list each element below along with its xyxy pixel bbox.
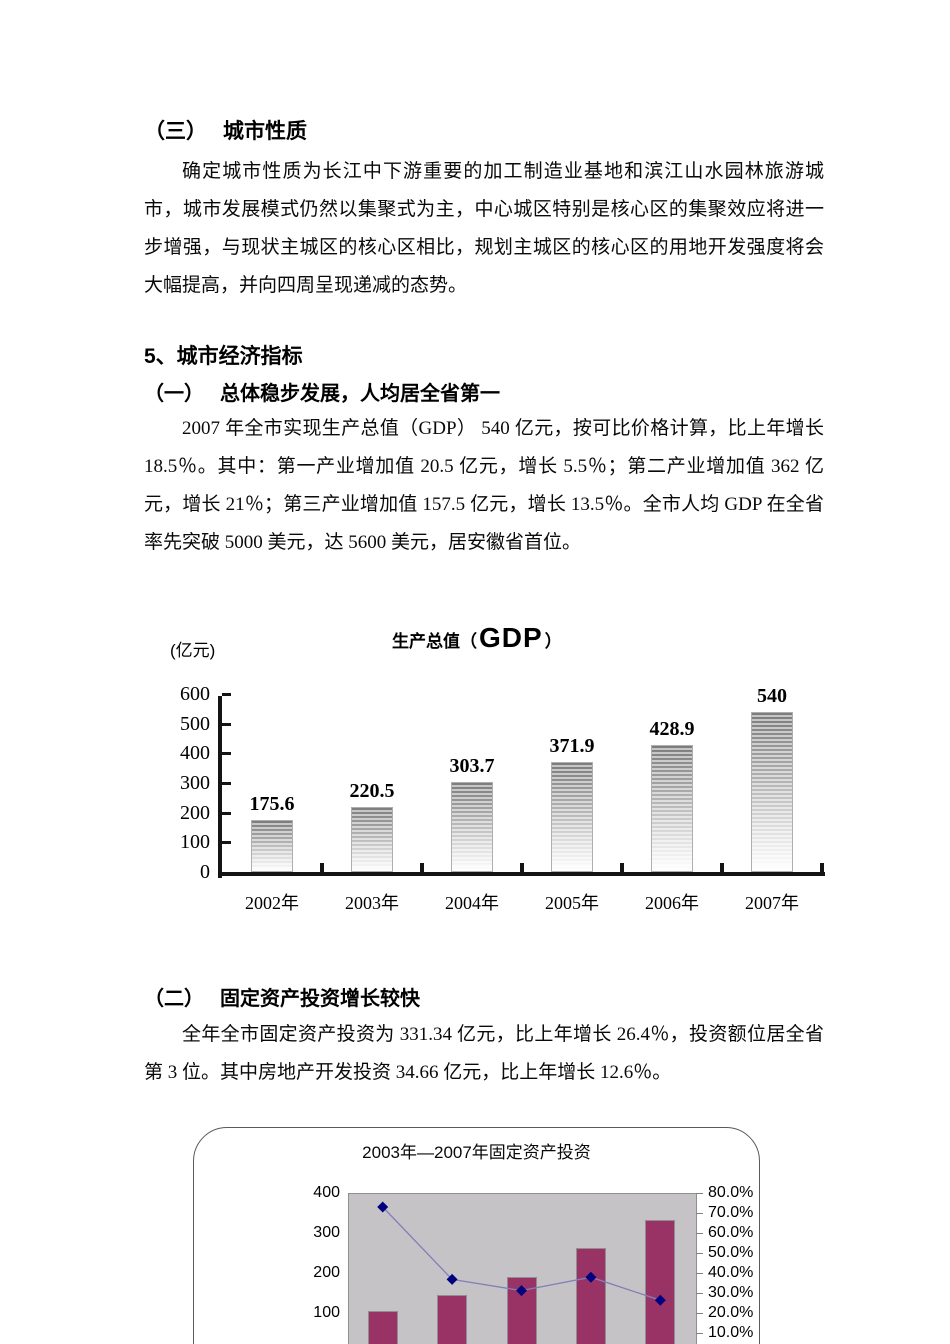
y-axis-tick-label: 0	[200, 861, 210, 883]
x-axis-tick	[620, 863, 624, 872]
chart-title: 生产总值（ GDP）	[392, 622, 562, 654]
chart-title-prefix: 生产总值（	[392, 632, 477, 651]
heading-text: 固定资产投资增长较快	[220, 988, 420, 1010]
gdp-bar	[551, 761, 593, 872]
growth-marker-diamond	[654, 1294, 666, 1306]
x-axis-tick	[720, 863, 724, 872]
right-axis-tick-label: 20.0%	[708, 1304, 754, 1321]
growth-marker-diamond	[377, 1201, 389, 1213]
heading-fixed-investment: （二） 固定资产投资增长较快	[144, 985, 834, 1013]
x-axis-tick	[420, 863, 424, 872]
right-axis-tick-label: 80.0%	[708, 1184, 754, 1201]
x-axis-tick	[820, 863, 824, 872]
right-axis-tick	[696, 1233, 703, 1234]
heading-text: 总体稳步发展，人均居全省第一	[220, 383, 500, 405]
heading-number: （三）	[144, 120, 207, 143]
gdp-bar	[651, 744, 693, 872]
right-axis-tick	[696, 1213, 703, 1214]
heading-text: 城市性质	[223, 120, 307, 143]
gdp-bar	[251, 819, 293, 872]
heading-number: （一）	[144, 383, 204, 405]
x-axis-category-label: 2002年	[245, 893, 299, 913]
y-axis-tick	[222, 841, 231, 845]
investment-bar	[575, 1248, 606, 1344]
bar-value-label: 540	[757, 684, 787, 707]
x-axis-line	[218, 872, 825, 876]
right-axis-tick	[696, 1273, 703, 1274]
right-axis-tick-label: 40.0%	[708, 1264, 754, 1281]
y-axis-tick-label: 300	[180, 772, 210, 794]
y-axis-tick	[222, 811, 231, 815]
bar-value-label: 428.9	[649, 717, 695, 740]
y-axis-unit-label: (亿元)	[170, 641, 216, 660]
y-axis-tick	[222, 722, 231, 726]
y-axis-line	[218, 696, 222, 878]
bar-value-label: 220.5	[349, 779, 395, 802]
investment-bar	[367, 1310, 398, 1344]
heading-city-nature: （三） 城市性质	[144, 118, 834, 146]
y-axis-tick	[222, 693, 231, 696]
investment-chart-box: 2003年—2007年固定资产投资 01002003004000.0%10.0%…	[193, 1127, 760, 1344]
gdp-bar	[351, 806, 393, 872]
left-axis-tick-label: 400	[313, 1184, 340, 1201]
right-axis-tick-label: 30.0%	[708, 1284, 754, 1301]
left-axis-tick-label: 200	[313, 1264, 340, 1281]
bar-value-label: 303.7	[449, 754, 495, 777]
x-axis-tick	[320, 863, 324, 872]
heading-steady-growth: （一） 总体稳步发展，人均居全省第一	[144, 380, 834, 408]
left-axis-tick-label: 100	[313, 1304, 340, 1321]
growth-marker-diamond	[585, 1271, 597, 1283]
right-axis-tick	[696, 1313, 703, 1314]
y-axis-tick-label: 200	[180, 801, 210, 824]
investment-bar	[645, 1220, 676, 1344]
x-axis-category-label: 2005年	[545, 893, 599, 913]
y-axis-tick	[222, 782, 231, 785]
investment-bar	[437, 1295, 468, 1344]
paragraph-fixed-investment: 全年全市固定资产投资为 331.34 亿元，比上年增长 26.4％，投资额位居全…	[144, 1024, 824, 1083]
chart-title-gdp: GDP	[479, 622, 543, 653]
left-axis-tick-label: 300	[313, 1224, 340, 1241]
heading-number: （二）	[144, 988, 204, 1010]
y-axis-tick	[222, 752, 231, 756]
paragraph-gdp: 2007 年全市实现生产总值（GDP） 540 亿元，按可比价格计算，比上年增长…	[144, 418, 824, 553]
right-axis-tick-label: 50.0%	[708, 1244, 754, 1261]
right-axis-tick	[696, 1293, 703, 1294]
bar-value-label: 175.6	[249, 792, 295, 815]
growth-line-layer	[377, 1201, 666, 1306]
heading-economic-indicators: 5、城市经济指标	[144, 345, 303, 368]
right-axis-tick	[696, 1193, 703, 1194]
right-axis-tick	[696, 1333, 703, 1334]
y-axis-tick-label: 600	[180, 683, 210, 705]
chart-title-suffix: ）	[544, 632, 562, 651]
y-axis-tick-label: 400	[180, 742, 210, 765]
right-axis-tick	[696, 1253, 703, 1254]
x-axis-category-label: 2007年	[745, 893, 799, 913]
gdp-bar-chart: (亿元) 生产总值（ GDP） 0 100 200 300 400 500 600 175.6 2…	[168, 600, 868, 930]
right-axis-tick-label: 70.0%	[708, 1204, 754, 1221]
gdp-bar	[451, 781, 493, 872]
growth-marker-diamond	[516, 1285, 527, 1297]
chart-title: 2003年—2007年固定资产投资	[362, 1143, 591, 1162]
x-axis-category-label: 2003年	[345, 893, 399, 913]
right-axis-tick-label: 60.0%	[708, 1224, 754, 1241]
y-axis-tick-label: 500	[180, 712, 210, 735]
gdp-bar	[751, 711, 793, 872]
growth-marker-diamond	[446, 1273, 458, 1285]
paragraph-city-nature: 确定城市性质为长江中下游重要的加工制造业基地和滨江山水园林旅游城市，城市发展模式…	[144, 161, 824, 296]
x-axis-category-label: 2006年	[645, 893, 699, 913]
x-axis-tick	[520, 863, 524, 872]
right-axis-tick-label: 10.0%	[708, 1324, 754, 1341]
x-axis-category-label: 2004年	[445, 893, 499, 913]
bar-value-label: 371.9	[549, 734, 595, 757]
y-axis-tick-label: 100	[180, 831, 210, 854]
